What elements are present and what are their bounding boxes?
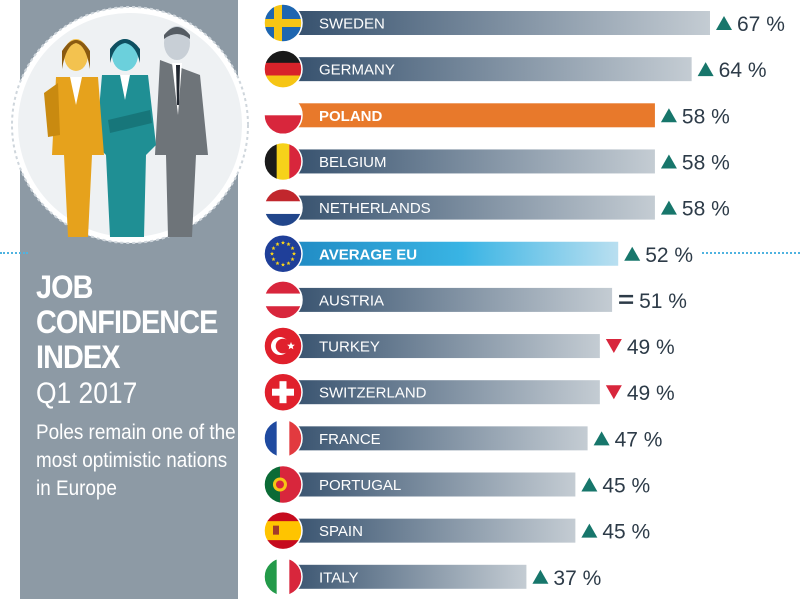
portugal-flag-icon (263, 464, 303, 505)
bar (270, 195, 655, 220)
bar-label: TURKEY (319, 339, 380, 356)
value-label: 64 % (719, 59, 767, 82)
spain-flag-icon (263, 510, 303, 551)
bar-row-austria: AUSTRIA 51 % (263, 280, 687, 320)
trend-up-icon (581, 523, 598, 538)
bar (270, 11, 710, 35)
bar-row-france: FRANCE 47 % (263, 418, 663, 459)
value-label: 52 % (645, 244, 693, 267)
bar-row-average-eu: AVERAGE EU 52 % (263, 234, 693, 274)
bar (270, 472, 576, 497)
switzerland-flag-icon (263, 372, 303, 412)
france-flag-icon (263, 418, 303, 459)
title-line-1: JOB (36, 269, 93, 305)
bar-row-germany: GERMANY 64 % (263, 49, 767, 89)
bar-label: AUSTRIA (319, 292, 384, 309)
bar-label: NETHERLANDS (319, 200, 431, 217)
trend-up-icon (660, 108, 677, 123)
value-label: 45 % (602, 475, 650, 498)
trend-up-icon (581, 477, 598, 492)
description-text: Poles remain one of the most optimistic … (36, 421, 236, 500)
bar-row-sweden: SWEDEN 67 % (263, 3, 785, 43)
value-label: 49 % (627, 382, 675, 405)
trend-same-icon (619, 294, 634, 304)
belgium-flag-icon (263, 141, 303, 182)
value-label: 58 % (682, 105, 730, 128)
bar (270, 287, 613, 312)
value-label: 47 % (615, 428, 663, 451)
bar-label: ITALY (319, 569, 358, 586)
value-label: 45 % (602, 521, 650, 544)
poland-flag-icon (263, 95, 303, 136)
value-label: 58 % (682, 151, 730, 174)
average-guide-left (0, 252, 28, 254)
bar-label: AVERAGE EU (319, 246, 417, 263)
bar (270, 426, 588, 451)
bar (270, 380, 600, 405)
bar-label: PORTUGAL (319, 477, 401, 494)
turkey-flag-icon (263, 326, 303, 366)
value-label: 49 % (627, 336, 675, 359)
trend-down-icon (605, 385, 622, 400)
trend-up-icon (716, 16, 732, 30)
value-label: 37 % (553, 567, 601, 590)
netherlands-flag-icon (263, 187, 303, 228)
title-line-3: INDEX (36, 339, 120, 375)
trend-down-icon (605, 339, 622, 354)
bar-label: POLAND (319, 108, 383, 125)
trend-up-icon (624, 246, 641, 261)
bar (270, 518, 576, 543)
bar-row-turkey: TURKEY 49 % (263, 326, 675, 366)
value-label: 67 % (737, 13, 785, 36)
bar-row-switzerland: SWITZERLAND 49 % (263, 372, 675, 412)
business-people-illustration (11, 6, 249, 244)
bar-row-portugal: PORTUGAL 45 % (263, 464, 650, 505)
eu-flag-icon (263, 234, 303, 274)
bar (270, 334, 600, 359)
value-label: 58 % (682, 198, 730, 221)
bar (270, 241, 619, 266)
sweden-flag-icon (263, 3, 303, 43)
austria-flag-icon (263, 280, 303, 320)
trend-up-icon (660, 154, 677, 169)
bar-row-netherlands: NETHERLANDS 58 % (263, 187, 730, 228)
bar-label: GERMANY (319, 62, 395, 79)
bar-row-italy: ITALY 37 % (263, 557, 601, 597)
trend-up-icon (697, 62, 714, 77)
average-guide-right (702, 252, 800, 254)
bar-row-poland: POLAND 58 % (263, 95, 730, 136)
period-label: Q1 2017 (36, 377, 138, 410)
bar-label: SWEDEN (319, 16, 385, 33)
italy-flag-icon (263, 557, 303, 597)
germany-flag-icon (263, 49, 303, 89)
bar (270, 149, 655, 174)
title-line-2: CONFIDENCE (36, 304, 218, 340)
title-block: JOB CONFIDENCE INDEX Q1 2017 Poles remai… (36, 270, 236, 503)
bar (270, 57, 692, 82)
bar-row-spain: SPAIN 45 % (263, 510, 650, 551)
bar-label: SPAIN (319, 523, 363, 540)
bar-label: BELGIUM (319, 154, 387, 171)
trend-up-icon (660, 200, 677, 215)
value-label: 51 % (639, 290, 687, 313)
bar-label: SWITZERLAND (319, 385, 427, 402)
bar-row-belgium: BELGIUM 58 % (263, 141, 730, 182)
bar (270, 103, 655, 128)
trend-up-icon (593, 431, 610, 446)
bar (270, 564, 527, 589)
trend-up-icon (532, 569, 549, 584)
bar-label: FRANCE (319, 431, 381, 448)
